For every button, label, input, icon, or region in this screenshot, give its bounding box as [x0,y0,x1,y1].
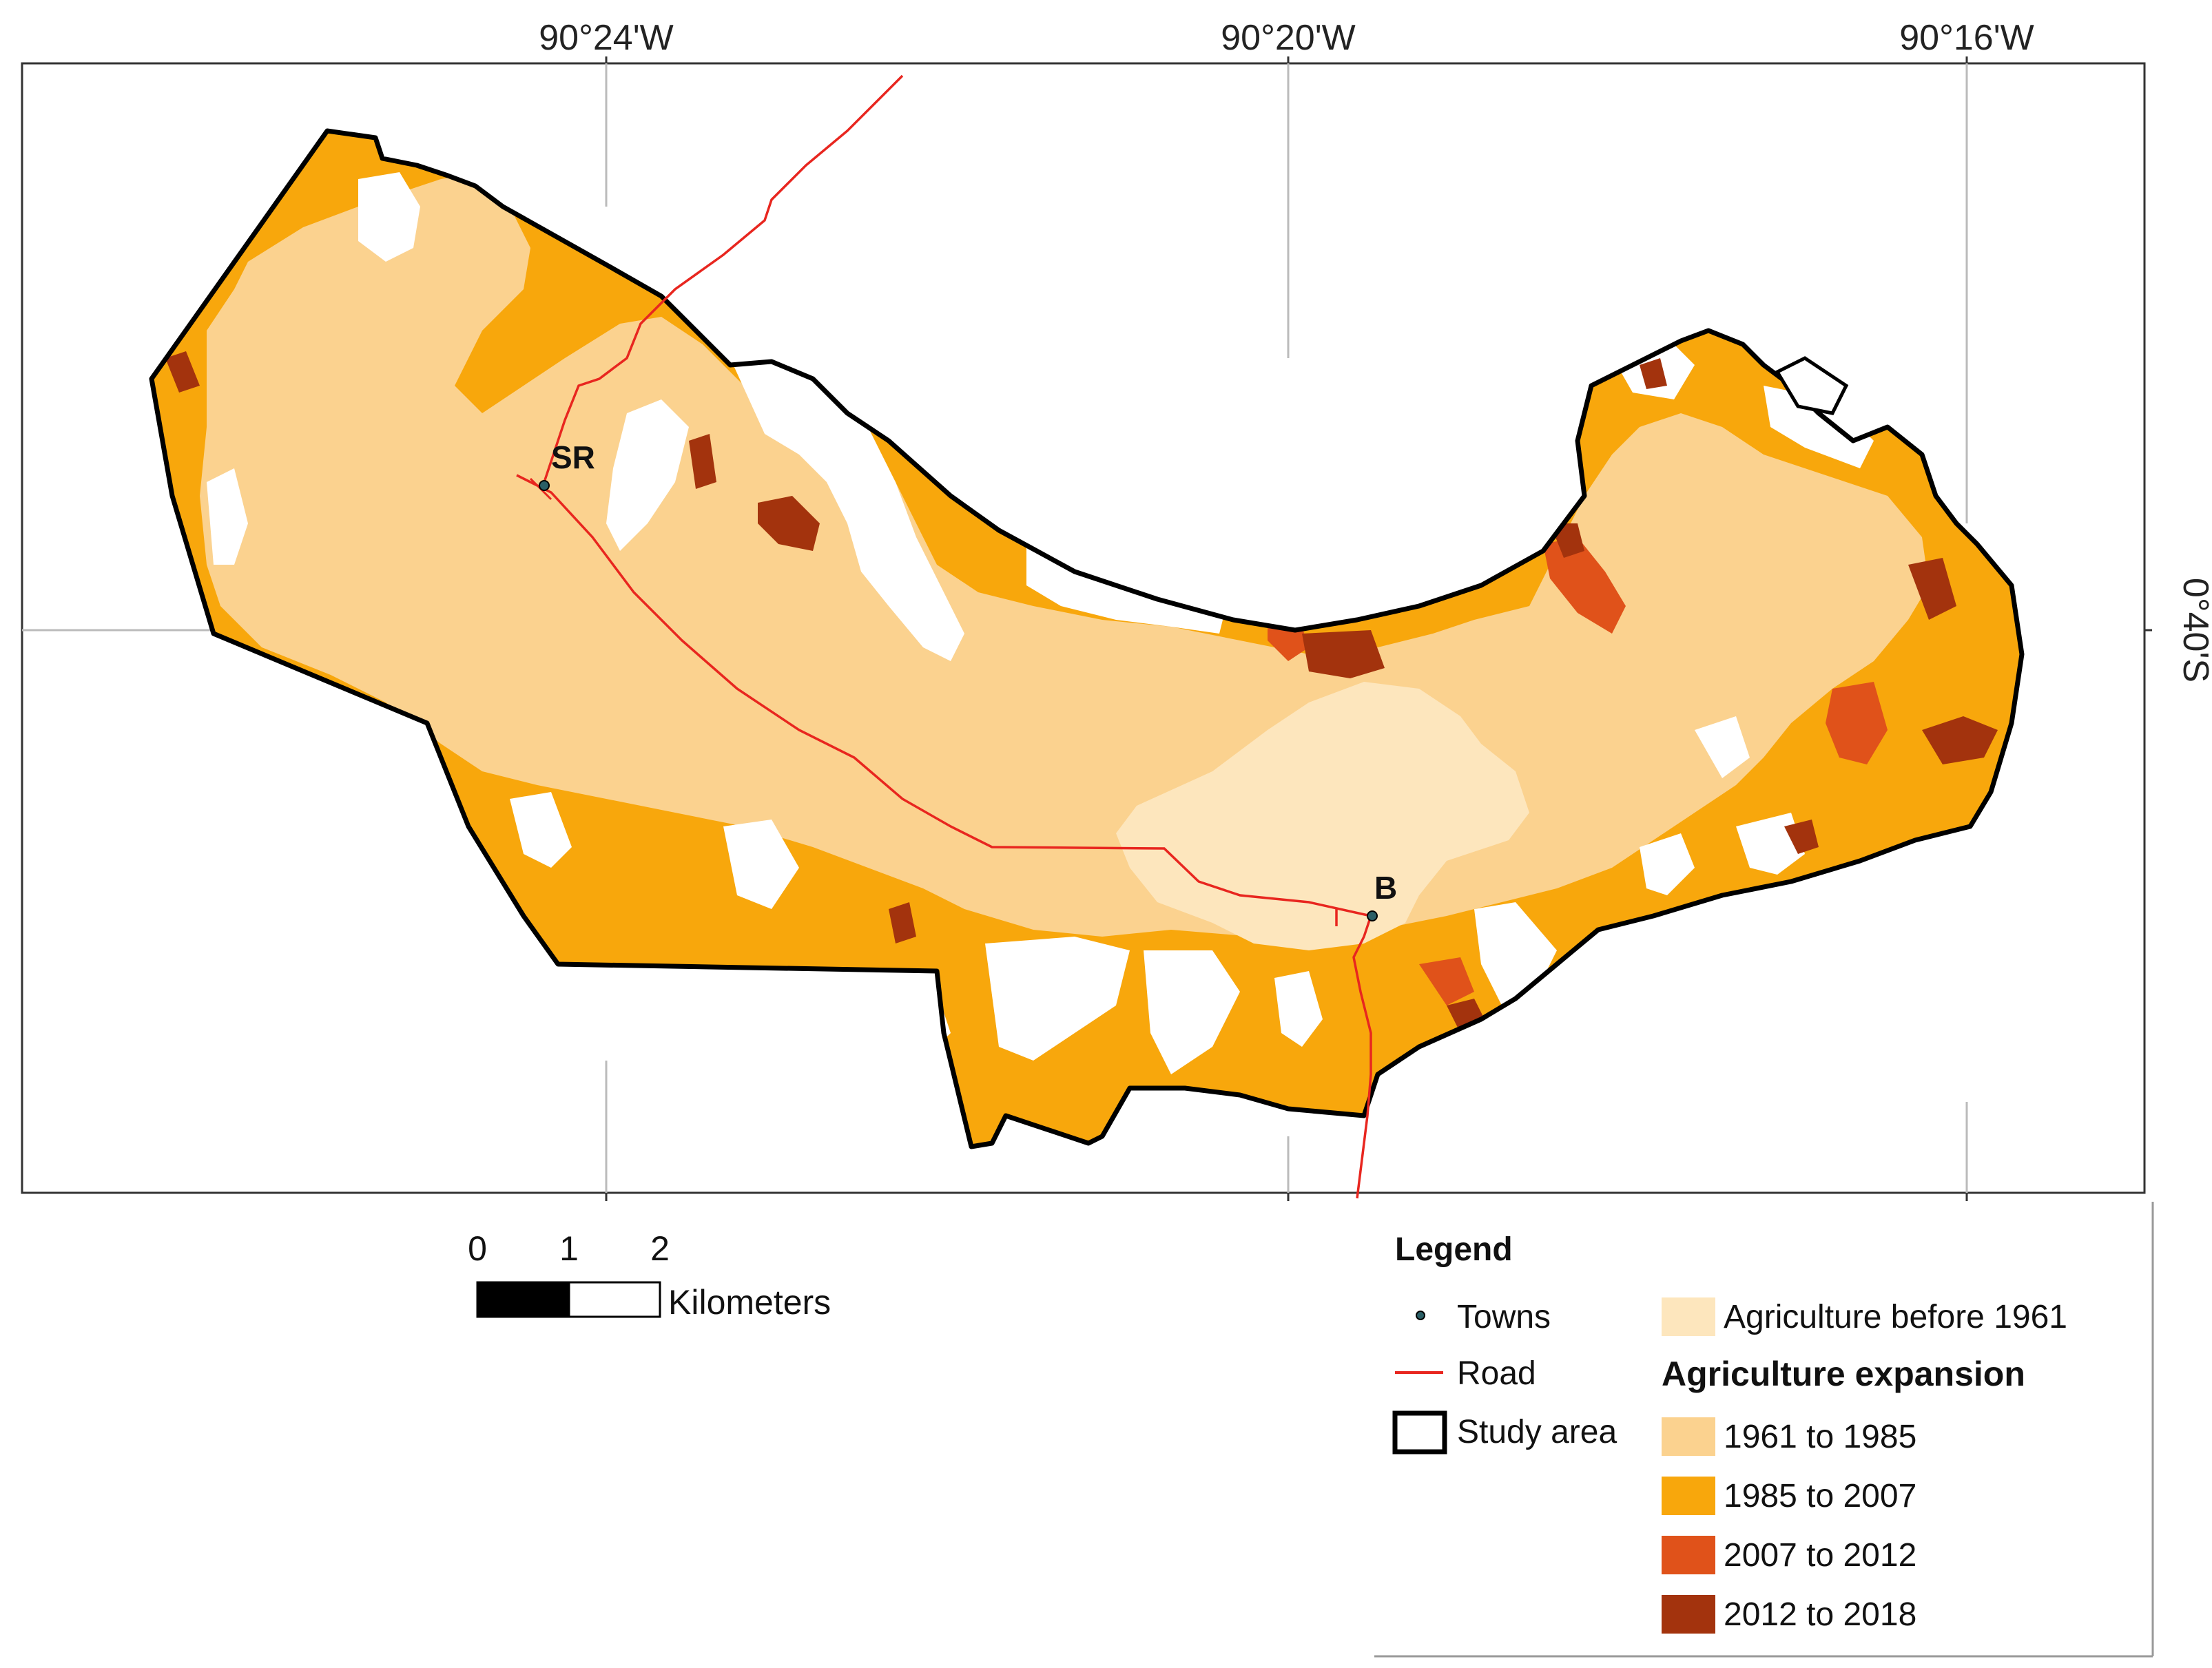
agri-2007-2012-patches [1268,537,1888,1005]
roads [516,74,1372,1199]
legend-study-area-symbol [1392,1410,1447,1455]
road-south [1352,915,1372,1199]
legend: Legend Towns Road Study area Agriculture… [1374,1202,2154,1658]
non-agricultural-patches [207,172,1874,1074]
legend-2007-2012-swatch [1662,1536,1715,1574]
road-main [516,474,1372,917]
scale-tick-2: 2 [650,1229,670,1268]
town-b-label: B [1374,870,1397,906]
latitude-label-40: 0°40'S [2175,578,2212,682]
ne-lagoon-outline [1775,356,1849,415]
longitude-label-20: 90°20'W [1221,18,1355,58]
legend-2012-2018-label: 2012 to 2018 [1724,1596,1916,1633]
graticule-ticks [605,56,2152,1201]
agri-1961-1985-fill [200,172,1929,937]
legend-1985-2007-label: 1985 to 2007 [1724,1478,1916,1514]
legend-road-label: Road [1457,1355,1536,1392]
legend-towns-symbol [1416,1311,1425,1320]
longitude-label-24: 90°24'W [539,18,673,58]
legend-1961-1985-label: 1961 to 1985 [1724,1419,1916,1455]
legend-towns-label: Towns [1457,1299,1551,1335]
road-north [543,74,904,483]
town-sr: SR [529,439,595,501]
scale-bar: 0 1 2 Kilometers [468,1229,831,1322]
legend-before-1961-label: Agriculture before 1961 [1724,1299,2067,1335]
town-b: B [1367,870,1397,921]
scale-tick-0: 0 [468,1229,487,1268]
legend-expansion-title: Agriculture expansion [1662,1355,2025,1393]
town-sr-label: SR [551,439,595,475]
town-sr-marker [539,480,550,491]
agri-2012-2018-patches [165,351,1998,1033]
legend-2007-2012-label: 2007 to 2012 [1724,1537,1916,1574]
legend-2012-2018-swatch [1662,1595,1715,1634]
longitude-label-16: 90°16'W [1899,18,2034,58]
legend-title: Legend [1395,1231,1513,1268]
study-area-boundary [149,128,2025,1149]
legend-1985-2007-swatch [1662,1477,1715,1515]
scale-tick-1: 1 [559,1229,579,1268]
agri-before-1961-fill [1116,682,1529,950]
town-b-marker [1367,910,1378,921]
legend-1961-1985-swatch [1662,1417,1715,1456]
legend-study-area-label: Study area [1457,1414,1617,1450]
legend-before-1961-swatch [1662,1297,1715,1336]
scale-unit-label: Kilometers [668,1283,831,1322]
